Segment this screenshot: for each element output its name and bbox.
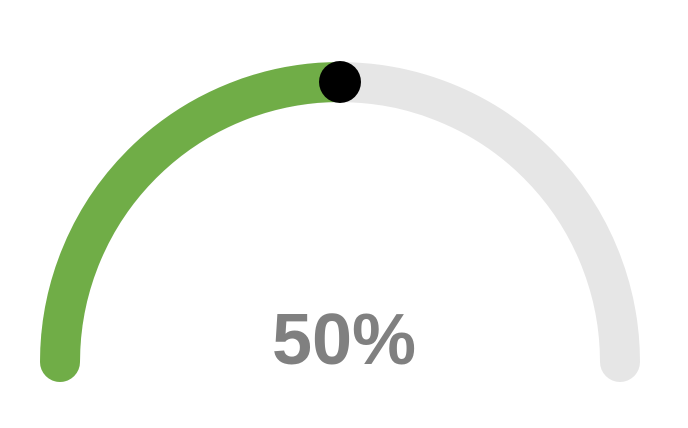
- gauge-value-label: 50%: [271, 300, 417, 380]
- gauge-knob-handle[interactable]: [319, 61, 361, 103]
- gauge-fill: [40, 62, 360, 382]
